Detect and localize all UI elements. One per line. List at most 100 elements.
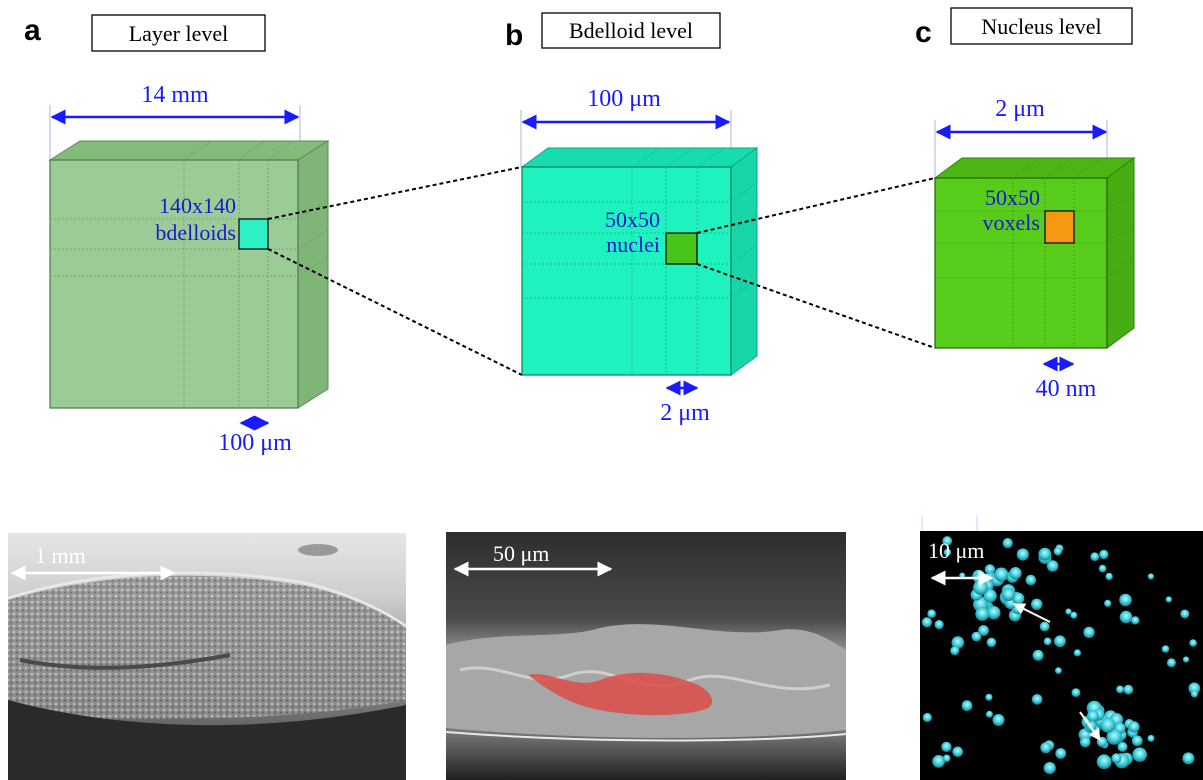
nucleus-dot [987, 606, 1001, 620]
nucleus-dot [1099, 549, 1109, 560]
title-box-c [950, 7, 1133, 45]
cube-top-c [933, 157, 1136, 179]
panel-b: b Bdelloid level 100 μm 50x50 nucl [505, 12, 759, 426]
nucleus-dot [1065, 608, 1072, 615]
cube-side-a [297, 140, 329, 409]
nucleus-dot [1031, 598, 1043, 610]
nucleus-dot [1111, 753, 1122, 764]
nucleus-dot [1128, 721, 1140, 733]
connector-bottom-bc [696, 263, 936, 349]
panel-c: c Nucleus level 2 μm 50x50 voxels 40 n [915, 7, 1136, 402]
connector-bottom-ab [267, 248, 523, 376]
nucleus-dot [986, 637, 997, 648]
panel-letter-b: b [505, 19, 523, 52]
nucleus-dot [1025, 574, 1037, 586]
nucleus-dot [985, 710, 993, 718]
nucleus-dot [1165, 596, 1172, 603]
photo-c-pointer-arrow-1 [1012, 603, 1051, 623]
nucleus-dot [1038, 547, 1052, 561]
nucleus-dot [934, 620, 944, 630]
nucleus-dot [1070, 611, 1078, 619]
cube-front-b [521, 166, 732, 376]
nucleus-dot [1189, 639, 1197, 647]
nucleus-dot [1188, 682, 1201, 695]
nucleus-dot [1166, 658, 1176, 668]
inner-label-line2-c: voxels [983, 210, 1040, 235]
photo-a-edge-highlight [7, 571, 407, 628]
connector-top-bc [696, 177, 936, 234]
nucleus-dot [1180, 609, 1190, 619]
cube-front-a [49, 159, 299, 409]
nucleus-dot [1053, 547, 1063, 556]
nucleus-dot [1147, 573, 1154, 580]
title-b: Bdelloid level [569, 18, 693, 43]
photo-a-scale-label: 1 mm [35, 543, 86, 568]
cell-highlight-b [665, 232, 698, 265]
bottom-dimension-label-c: 40 nm [1036, 376, 1097, 402]
nucleus-dot [1031, 694, 1043, 705]
nucleus-dot [1131, 616, 1140, 625]
title-c: Nucleus level [981, 14, 1101, 39]
photo-b-scale-label: 50 μm [493, 541, 549, 566]
photo-b: 50 μm [445, 532, 847, 780]
cell-highlight-a [238, 218, 269, 250]
cube-top-b [520, 147, 759, 168]
nucleus-dot [1043, 762, 1056, 775]
panel-letter-c: c [915, 16, 932, 49]
connector-top-ab [267, 166, 523, 220]
nucleus-dot [1131, 735, 1143, 747]
nucleus-dot [1040, 742, 1052, 754]
nucleus-dot [1009, 567, 1022, 580]
nucleus-dot [951, 636, 965, 649]
nucleus-dot [1119, 610, 1133, 624]
nucleus-dot [1096, 754, 1112, 770]
inner-label-line1-a: 140x140 [159, 193, 236, 218]
nucleus-dot [1086, 710, 1099, 723]
cube-grid-b [522, 147, 758, 375]
nucleus-dot [1106, 729, 1123, 745]
bottom-dimension-label-b: 2 μm [660, 400, 710, 426]
nucleus-dot [1132, 747, 1147, 762]
inner-label-line1-c: 50x50 [985, 185, 1040, 210]
nucleus-dot [1182, 752, 1195, 765]
nucleus-dot [1147, 734, 1155, 742]
nucleus-dot [971, 631, 982, 642]
photo-b-bdelloid-body [528, 672, 713, 716]
panel-letter-a: a [24, 14, 41, 47]
nucleus-dot [1098, 564, 1107, 573]
nucleus-dot [985, 693, 993, 701]
nucleus-dot [961, 700, 973, 712]
nucleus-dot [942, 754, 951, 763]
cube-grid-c [935, 157, 1135, 348]
top-dimension-label-c: 2 μm [995, 96, 1045, 122]
nucleus-dot [1016, 548, 1029, 561]
top-dimension-label-a: 14 mm [141, 82, 209, 108]
nucleus-dot [932, 755, 945, 768]
photo-a-debris [298, 544, 338, 556]
top-dimension-label-b: 100 μm [587, 86, 661, 112]
nucleus-dot [1182, 656, 1190, 663]
nucleus-dot [1055, 667, 1062, 674]
photo-a: 1 mm [7, 533, 407, 780]
nucleus-dot [1090, 552, 1100, 562]
nucleus-dot [1123, 684, 1134, 695]
nucleus-dot [1002, 538, 1013, 549]
nucleus-dot [1012, 592, 1025, 605]
nucleus-dot [1079, 736, 1091, 748]
nucleus-dot [1083, 626, 1095, 639]
inner-label-line2-a: bdelloids [155, 220, 236, 245]
nucleus-dot [921, 617, 933, 628]
panel-a: a Layer level 14 mm 140x140 bdelloids [24, 14, 330, 456]
nucleus-dot [975, 607, 990, 621]
nucleus-dot [992, 714, 1005, 726]
photo-a-substrate [8, 700, 406, 780]
nucleus-dot [1161, 645, 1170, 653]
photo-c: 10 μm [920, 515, 1203, 780]
nucleus-dot [943, 548, 952, 557]
nucleus-dot [1001, 587, 1016, 602]
nucleus-dot [1046, 560, 1059, 572]
cell-highlight-c [1044, 210, 1075, 244]
nucleus-dot [1190, 690, 1198, 698]
nucleus-dot [1071, 688, 1081, 697]
nucleus-dot [1100, 717, 1116, 733]
